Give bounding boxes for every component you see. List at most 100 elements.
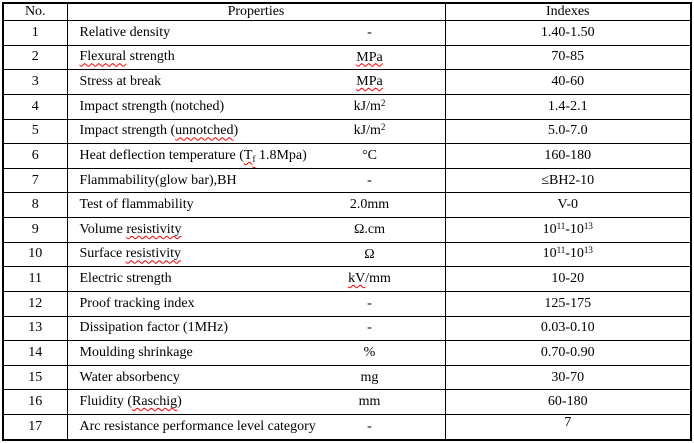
row-number-cell: 12 bbox=[2, 290, 68, 317]
property-unit: Ω bbox=[364, 246, 375, 262]
property-unit: - bbox=[367, 295, 372, 311]
table-row: 16 Fluidity (Raschig) mm 60-180 bbox=[2, 389, 692, 416]
property-name: Heat deflection temperature (Tf 1.8Mpa) bbox=[79, 147, 307, 164]
row-number-cell: 10 bbox=[2, 241, 68, 268]
header-row: No. Properties Indexes bbox=[2, 2, 692, 22]
property-unit: MPa bbox=[356, 74, 383, 90]
index-cell: 1.40-1.50 bbox=[444, 20, 692, 46]
index-cell: 7 bbox=[444, 414, 692, 441]
table-row: 14 Moulding shrinkage% 0.70-0.90 bbox=[2, 340, 692, 366]
row-number-cell: 7 bbox=[2, 167, 68, 194]
table-row: 5 Impact strength (unnotched) kJ/m2 5.0-7.0 bbox=[2, 118, 692, 145]
property-cell: Heat deflection temperature (Tf 1.8Mpa) °… bbox=[66, 143, 446, 169]
index-cell: V-0 bbox=[444, 192, 692, 219]
property-cell: Flexural strength MPa bbox=[66, 44, 446, 71]
row-number-cell: 13 bbox=[2, 315, 68, 342]
property-name: Stress at break bbox=[79, 74, 162, 90]
property-cell: Arc resistance performance level categor… bbox=[66, 414, 446, 441]
property-name: Electric strength bbox=[79, 271, 172, 287]
property-name: Test of flammability bbox=[79, 197, 194, 213]
property-unit: kJ/m2 bbox=[353, 97, 386, 114]
table-row: 6 Heat deflection temperature (Tf 1.8Mpa)… bbox=[2, 143, 692, 169]
property-cell: Water absorbency mg bbox=[66, 364, 446, 391]
index-cell: 0.70-0.90 bbox=[444, 340, 692, 366]
property-unit: kJ/m2 bbox=[353, 122, 386, 139]
table-row: 9 Volume resistivity Ω.cm 1011-1013 bbox=[2, 217, 692, 243]
row-number-cell: 2 bbox=[2, 44, 68, 71]
index-cell: 40-60 bbox=[444, 69, 692, 95]
table-row: 7 Flammability(glow bar),BH - ≤BH2-10 bbox=[2, 167, 692, 194]
table-body: 1 Relative density -1.40-1.50 2 Flexural str… bbox=[2, 20, 692, 441]
property-name: Impact strength (unnotched) bbox=[79, 123, 239, 139]
table-row: 3 Stress at break MPa 40-60 bbox=[2, 69, 692, 95]
row-number-cell: 5 bbox=[2, 118, 68, 145]
property-unit: Ω.cm bbox=[353, 221, 385, 237]
table-row: 4 Impact strength (notched) kJ/m2 1.4-2.1 bbox=[2, 93, 692, 120]
property-cell: Moulding shrinkage% bbox=[66, 340, 446, 366]
row-number-cell: 11 bbox=[2, 266, 68, 292]
column-header-properties: Properties bbox=[66, 2, 446, 22]
property-unit: MPa bbox=[356, 49, 383, 65]
table-row: 2 Flexural strength MPa 70-85 bbox=[2, 44, 692, 71]
index-cell: 1011-1013 bbox=[444, 217, 692, 243]
index-cell: 1011-1013 bbox=[444, 241, 692, 268]
table-row: 11 Electric strength kV/mm 10-20 bbox=[2, 266, 692, 292]
row-number-cell: 17 bbox=[2, 414, 68, 441]
table-row: 15 Water absorbency mg 30-70 bbox=[2, 364, 692, 391]
property-unit: mg bbox=[360, 369, 379, 385]
property-cell: Fluidity (Raschig) mm bbox=[66, 389, 446, 416]
property-name: Volume resistivity bbox=[79, 221, 182, 237]
index-cell: 160-180 bbox=[444, 143, 692, 169]
property-name: Moulding shrinkage bbox=[79, 344, 193, 360]
property-cell: Surface resistivity Ω bbox=[66, 241, 446, 268]
property-unit: - bbox=[367, 419, 372, 434]
table-header: No. Properties Indexes bbox=[2, 2, 692, 22]
index-cell: 60-180 bbox=[444, 389, 692, 416]
property-unit: % bbox=[363, 344, 376, 360]
property-name: Fluidity (Raschig) bbox=[79, 394, 182, 410]
table-row: 8 Test of flammability 2.0mm V-0 bbox=[2, 192, 692, 219]
property-unit: kV/mm bbox=[348, 271, 391, 287]
row-number-cell: 8 bbox=[2, 192, 68, 219]
property-unit: - bbox=[367, 24, 372, 40]
property-cell: Dissipation factor (1MHz) - bbox=[66, 315, 446, 342]
index-cell: 30-70 bbox=[444, 364, 692, 391]
table-row: 17 Arc resistance performance level categ… bbox=[2, 414, 692, 441]
property-name: Flexural strength bbox=[79, 49, 175, 65]
property-name: Surface resistivity bbox=[79, 246, 182, 262]
property-name: Proof tracking index bbox=[79, 295, 195, 311]
row-number-cell: 6 bbox=[2, 143, 68, 169]
row-number-cell: 14 bbox=[2, 340, 68, 366]
column-header-no: No. bbox=[2, 2, 68, 22]
property-unit: °C bbox=[362, 147, 377, 163]
property-name: Dissipation factor (1MHz) bbox=[79, 320, 229, 336]
row-number-cell: 15 bbox=[2, 364, 68, 391]
table-row: 12 Proof tracking index - 125-175 bbox=[2, 290, 692, 317]
table-row: 10 Surface resistivity Ω 1011-1013 bbox=[2, 241, 692, 268]
table-row: 1 Relative density - 1.40-1.50 bbox=[2, 20, 692, 46]
property-cell: Proof tracking index - bbox=[66, 290, 446, 317]
index-cell: ≤BH2-10 bbox=[444, 167, 692, 194]
property-cell: Flammability(glow bar),BH - bbox=[66, 167, 446, 194]
row-number-cell: 4 bbox=[2, 93, 68, 120]
index-cell: 10-20 bbox=[444, 266, 692, 292]
property-unit: mm bbox=[358, 394, 381, 410]
property-name: Relative density bbox=[79, 24, 171, 40]
property-cell: Impact strength (unnotched) kJ/m2 bbox=[66, 118, 446, 145]
property-name: Arc resistance performance level categor… bbox=[79, 419, 316, 434]
property-cell: Electric strength kV/mm bbox=[66, 266, 446, 292]
index-cell: 125-175 bbox=[444, 290, 692, 317]
property-unit: 2.0mm bbox=[349, 197, 390, 213]
index-cell: 5.0-7.0 bbox=[444, 118, 692, 145]
index-cell: 1.4-2.1 bbox=[444, 93, 692, 120]
row-number-cell: 16 bbox=[2, 389, 68, 416]
property-name: Flammability(glow bar),BH bbox=[79, 172, 237, 188]
index-cell: 70-85 bbox=[444, 44, 692, 71]
property-cell: Stress at break MPa bbox=[66, 69, 446, 95]
property-cell: Relative density - bbox=[66, 20, 446, 46]
column-header-indexes: Indexes bbox=[444, 2, 692, 22]
index-cell: 0.03-0.10 bbox=[444, 315, 692, 342]
row-number-cell: 1 bbox=[2, 20, 68, 46]
property-cell: Impact strength (notched) kJ/m2 bbox=[66, 93, 446, 120]
